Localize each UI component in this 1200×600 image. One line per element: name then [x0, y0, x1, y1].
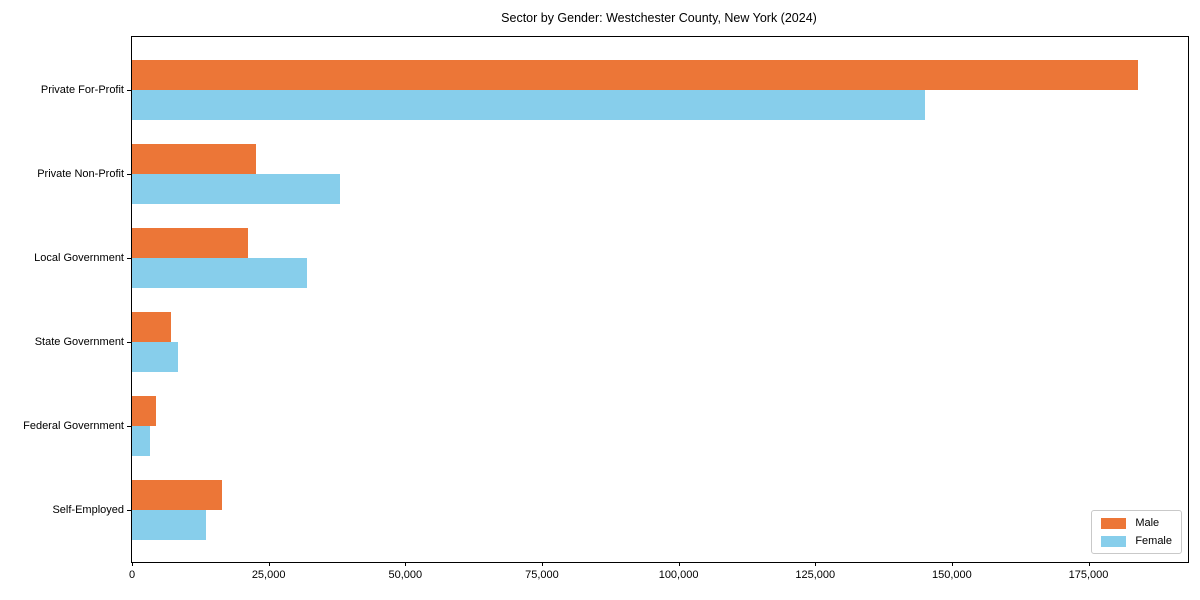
x-tick-mark — [815, 562, 817, 566]
y-tick-mark — [127, 509, 131, 511]
y-tick-mark — [127, 173, 131, 175]
bar-male-self-employed — [132, 479, 223, 510]
y-tick-mark — [127, 257, 131, 259]
bar-male-private-non-profit — [132, 143, 257, 174]
bar-male-private-for-profit — [132, 59, 1138, 90]
x-tick-mark — [678, 562, 680, 566]
chart-title: Sector by Gender: Westchester County, Ne… — [501, 11, 817, 25]
x-tick-label-50-000: 50,000 — [388, 569, 423, 581]
x-tick-mark — [541, 562, 543, 566]
category-label-state-government: State Government — [34, 335, 124, 348]
x-tick-mark — [268, 562, 270, 566]
x-tick-mark — [951, 562, 953, 566]
plot-area: Male Female Private For-Profit Private No… — [23, 36, 1189, 581]
y-tick-mark — [127, 89, 131, 91]
bar-female-private-non-profit — [132, 173, 340, 204]
bar-male-federal-government — [132, 395, 157, 426]
category-label-private-for-profit: Private For-Profit — [40, 83, 124, 96]
x-tick-label-25-000: 25,000 — [251, 569, 286, 581]
legend-label-male: Male — [1135, 517, 1160, 529]
x-tick-label-75-000: 75,000 — [525, 569, 559, 581]
category-label-private-non-profit: Private Non-Profit — [37, 167, 124, 180]
x-tick-label-150-000: 150,000 — [931, 569, 972, 581]
legend-swatch-male-icon — [1101, 517, 1127, 529]
legend-item-female: Female — [1101, 535, 1172, 547]
y-tick-mark — [127, 341, 131, 343]
bar-female-federal-government — [132, 425, 151, 456]
bar-female-state-government — [132, 341, 178, 372]
legend: Male Female — [1091, 510, 1182, 554]
x-tick-label-175-000: 175,000 — [1068, 569, 1109, 581]
x-tick-label-0: 0 — [128, 569, 136, 581]
bar-female-self-employed — [132, 509, 207, 540]
legend-swatch-female-icon — [1101, 535, 1127, 547]
category-label-federal-government: Federal Government — [23, 419, 124, 432]
x-tick-label-100-000: 100,000 — [658, 569, 699, 581]
x-tick-mark — [405, 562, 407, 566]
x-tick-mark — [132, 562, 133, 566]
y-tick-mark — [127, 425, 131, 427]
legend-item-male: Male — [1101, 517, 1172, 529]
x-tick-mark — [1088, 562, 1090, 566]
bar-female-local-government — [132, 257, 307, 288]
bar-male-local-government — [132, 227, 249, 258]
category-label-self-employed: Self-Employed — [52, 503, 124, 516]
bar-male-state-government — [132, 311, 172, 342]
x-tick-label-125-000: 125,000 — [795, 569, 836, 581]
legend-label-female: Female — [1135, 535, 1172, 547]
category-label-local-government: Local Government — [34, 251, 124, 264]
bar-female-private-for-profit — [132, 89, 925, 120]
